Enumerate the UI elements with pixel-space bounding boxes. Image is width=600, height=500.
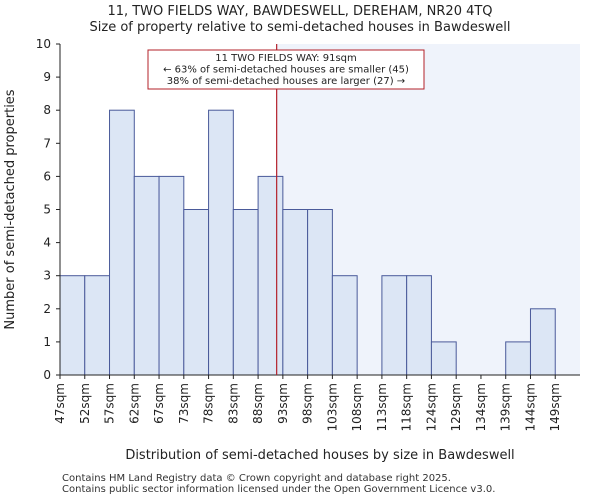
bar-52sqm <box>84 275 111 376</box>
footer-licence: Contains public sector information licen… <box>62 484 496 495</box>
x-tick-label: 52sqm <box>78 383 92 424</box>
histogram-chart: 0 1 2 3 4 5 6 7 8 9 10 47sqm 52sqm 57sqm 62sqm 67sqm 73s… <box>3 37 580 463</box>
x-tick-label: 129sqm <box>449 383 463 431</box>
x-tick-label: 83sqm <box>226 383 240 424</box>
x-tick-label: 93sqm <box>276 383 290 424</box>
annotation-line: ← 63% of semi-detached houses are smalle… <box>163 65 409 76</box>
y-tick-label: 3 <box>43 269 51 283</box>
bar-78sqm <box>208 109 234 376</box>
y-tick-label: 9 <box>43 70 51 84</box>
y-tick-label: 5 <box>43 203 51 217</box>
x-tick-label: 57sqm <box>103 383 117 424</box>
bar-93sqm <box>282 209 309 376</box>
y-tick-label: 1 <box>43 335 51 349</box>
x-tick-label: 134sqm <box>474 383 488 431</box>
x-tick-label: 144sqm <box>523 383 537 431</box>
x-tick-label: 73sqm <box>177 383 191 424</box>
bar-47sqm <box>59 275 86 376</box>
bar-118sqm <box>406 275 432 376</box>
chart-title: 11, TWO FIELDS WAY, BAWDESWELL, DEREHAM,… <box>107 4 493 19</box>
bar-67sqm <box>158 175 185 376</box>
x-tick-label: 78sqm <box>202 383 216 424</box>
y-tick-label: 7 <box>43 136 51 150</box>
x-tick-label: 67sqm <box>152 383 166 424</box>
x-tick-label: 118sqm <box>400 383 414 431</box>
x-tick-label: 88sqm <box>251 383 265 424</box>
x-tick-label: 149sqm <box>548 383 562 431</box>
x-tick-label: 124sqm <box>424 383 438 431</box>
bar-88sqm <box>257 175 284 376</box>
y-tick-label: 4 <box>43 236 51 250</box>
annotation-box <box>147 49 425 90</box>
bar-98sqm <box>307 209 333 376</box>
x-tick-label: 103sqm <box>325 383 339 431</box>
x-tick-label: 113sqm <box>375 383 389 431</box>
bar-73sqm <box>183 209 210 376</box>
x-tick-label: 62sqm <box>127 383 141 424</box>
bar-83sqm <box>232 209 259 376</box>
footer-copyright: Contains HM Land Registry data © Crown c… <box>62 473 451 484</box>
bar-144sqm <box>529 308 556 376</box>
x-tick-label: 139sqm <box>499 383 513 431</box>
bar-62sqm <box>133 175 160 376</box>
bar-124sqm <box>430 341 457 376</box>
x-tick-label: 47sqm <box>53 383 67 424</box>
annotation-line: 38% of semi-detached houses are larger (… <box>167 76 405 87</box>
annotation-line: 11 TWO FIELDS WAY: 91sqm <box>215 53 357 64</box>
y-tick-label: 6 <box>43 169 51 183</box>
x-tick-label: 98sqm <box>301 383 315 424</box>
y-tick-label: 2 <box>43 302 51 316</box>
x-axis-label: Distribution of semi-detached houses by … <box>125 448 514 463</box>
bar-57sqm <box>109 109 135 376</box>
bar-103sqm <box>331 275 358 376</box>
y-tick-label: 8 <box>43 103 51 117</box>
y-axis-label: Number of semi-detached properties <box>3 89 18 329</box>
chart-subtitle: Size of property relative to semi-detach… <box>89 20 511 35</box>
bar-113sqm <box>381 275 408 376</box>
y-tick-label: 0 <box>43 368 51 382</box>
x-tick-label: 108sqm <box>350 383 364 431</box>
y-tick-label: 10 <box>36 37 51 51</box>
bar-139sqm <box>505 341 531 376</box>
